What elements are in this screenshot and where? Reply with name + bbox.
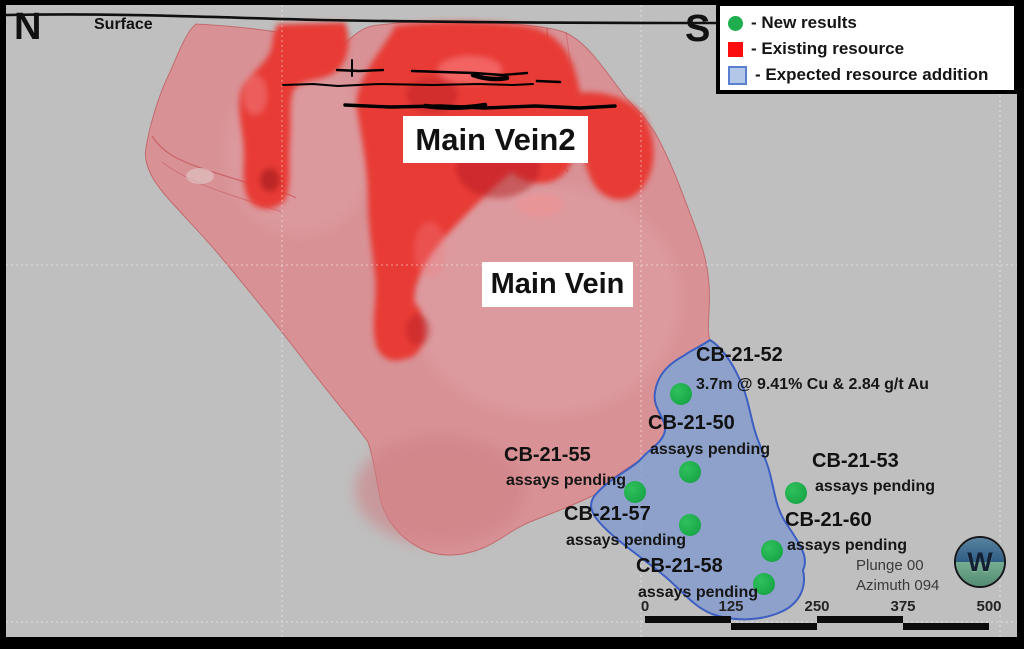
scale-segment (817, 616, 903, 623)
drill-hole-status: assays pending (787, 537, 908, 554)
legend-item: - New results (728, 10, 1014, 36)
north-label: N (14, 6, 42, 48)
drill-hole-name: CB-21-60 (785, 509, 872, 531)
main-vein-label: Main Vein (490, 268, 625, 300)
drill-hole-name: CB-21-50 (648, 412, 735, 434)
drill-hole-dot (679, 514, 701, 536)
drill-hole-name: CB-21-52 (696, 344, 783, 366)
legend-item-label: - Expected resource addition (755, 65, 989, 84)
scale-segment (731, 623, 817, 630)
legend-square-swatch (728, 41, 743, 57)
globe-top-half (956, 538, 1004, 562)
legend-square-swatch (728, 65, 747, 85)
scale-tick-label: 125 (718, 598, 744, 615)
scale-segment (645, 616, 731, 623)
drill-hole-name: CB-21-55 (504, 444, 591, 466)
main-vein-label-box: Main Vein (482, 262, 633, 307)
drill-hole-dot (785, 482, 807, 504)
main-vein2-label-box: Main Vein2 (403, 116, 588, 163)
scale-tick-label: 375 (890, 598, 916, 615)
legend-rows: - New results - Existing resource - Expect… (728, 10, 1014, 88)
azimuth-label: Azimuth 094 (856, 577, 940, 594)
drill-hole-name: CB-21-53 (812, 450, 899, 472)
drill-hole-status: assays pending (650, 441, 771, 458)
globe-letter: W (967, 546, 993, 577)
drill-hole-dot (679, 461, 701, 483)
drill-hole-status: assays pending (815, 478, 936, 495)
scale-tick-label: 500 (976, 598, 1002, 615)
surface-label: Surface (94, 16, 153, 33)
drill-hole-status: 3.7m @ 9.41% Cu & 2.84 g/t Au (696, 376, 929, 393)
scale-segment (903, 623, 989, 630)
globe-bottom-half (956, 562, 1004, 586)
scale-tick-label: 250 (804, 598, 830, 615)
south-label: S (685, 8, 711, 50)
company-globe-logo: W (954, 536, 1006, 588)
surface-line (5, 13, 717, 25)
drill-hole-dot (670, 383, 692, 405)
scale-tick-label: 0 (640, 598, 650, 615)
plunge-label: Plunge 00 (856, 557, 924, 574)
legend-circle-swatch (728, 15, 743, 31)
drill-hole-dot (753, 573, 775, 595)
expected-resource-shape (590, 338, 806, 621)
drill-hole-status: assays pending (506, 472, 627, 489)
drill-hole-name: CB-21-58 (636, 555, 723, 577)
legend-item-label: - Existing resource (751, 39, 905, 58)
drill-hole-status: assays pending (638, 584, 759, 601)
drill-hole-dot (761, 540, 783, 562)
legend: - New results - Existing resource - Expect… (716, 2, 1018, 94)
drill-hole-dot (624, 481, 646, 503)
legend-item: - Expected resource addition (728, 62, 1014, 88)
main-vein2-label: Main Vein2 (415, 121, 576, 157)
legend-item: - Existing resource (728, 36, 1014, 62)
drill-hole-status: assays pending (566, 532, 687, 549)
drill-trace-lines (282, 59, 617, 110)
legend-item-label: - New results (751, 13, 857, 32)
drill-hole-name: CB-21-57 (564, 503, 651, 525)
